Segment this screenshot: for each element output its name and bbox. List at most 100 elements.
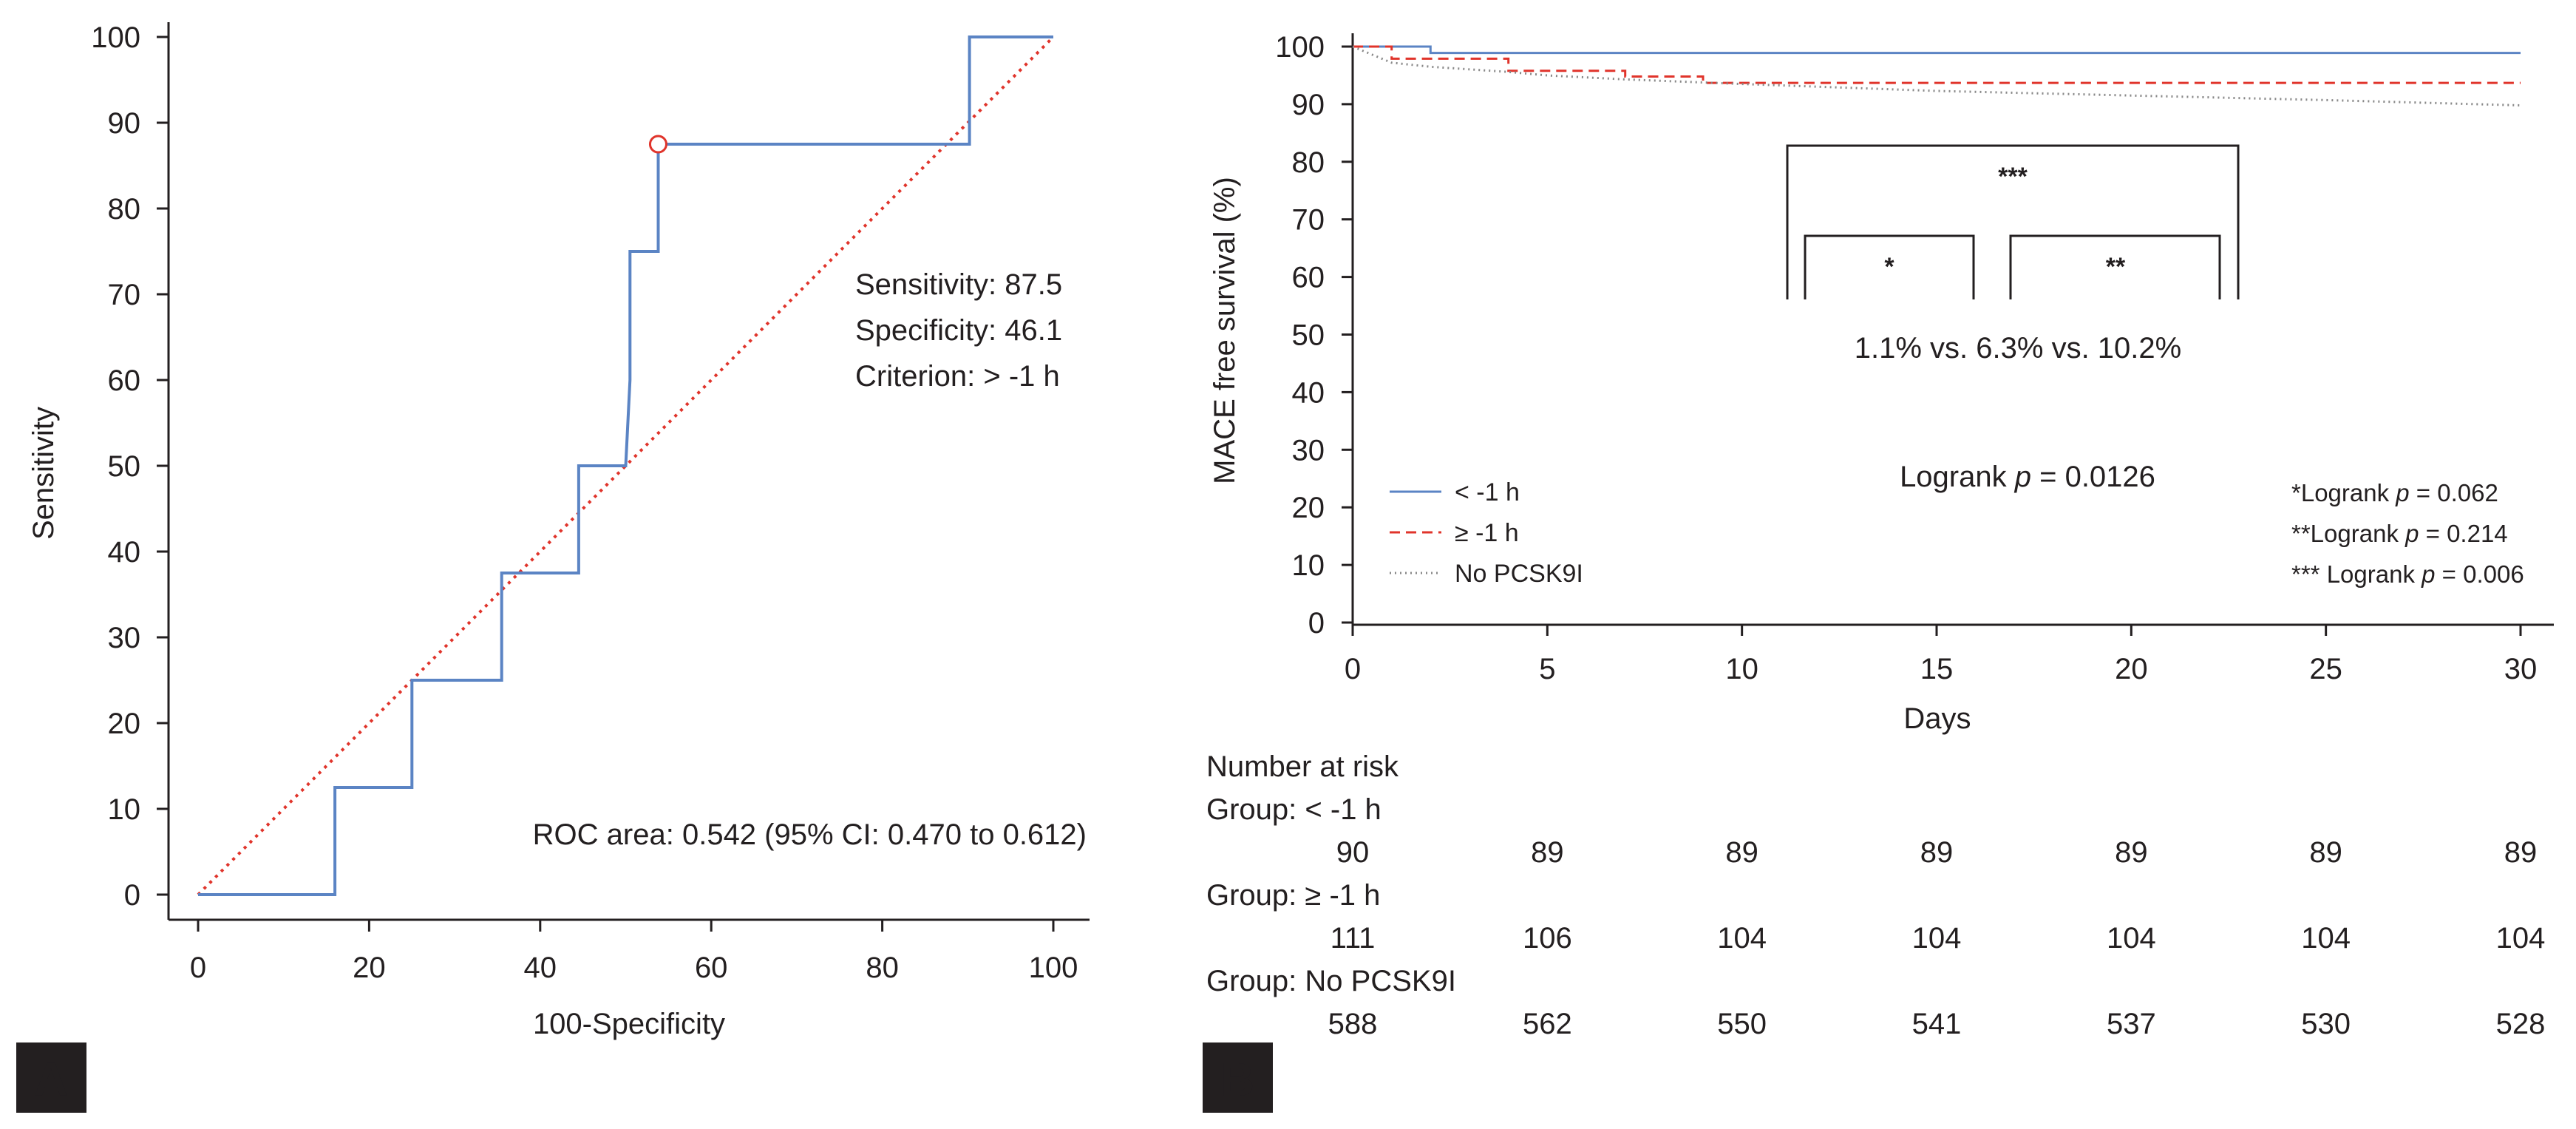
roc-y-tick-label: 40	[108, 536, 141, 569]
risk-table-cell: 89	[2115, 836, 2148, 869]
km-y-tick-label: 50	[1292, 319, 1325, 352]
panel-label-a: A	[16, 1042, 86, 1113]
risk-table-cell: 530	[2301, 1008, 2351, 1040]
risk-table-cell: 89	[1920, 836, 1954, 869]
roc-specificity-annotation: Specificity: 46.1	[855, 314, 1062, 347]
km-y-axis-label: MACE free survival (%)	[1209, 177, 1241, 484]
roc-y-tick-label: 20	[108, 708, 141, 740]
risk-table-cell: 89	[2309, 836, 2342, 869]
bracket-right	[2009, 234, 2221, 299]
roc-y-tick-label: 0	[124, 879, 140, 912]
roc-reference-line	[197, 35, 1055, 896]
risk-table-cell: 537	[2107, 1008, 2156, 1040]
risk-table-cell: 106	[1523, 922, 1572, 955]
risk-table-cell: 104	[2496, 922, 2546, 955]
legend-label-no-pcsk9i: No PCSK9I	[1455, 560, 1583, 588]
km-y-tick-label: 0	[1308, 607, 1325, 640]
logrank-overall: Logrank p = 0.0126	[1900, 461, 2155, 493]
risk-table-cell: 550	[1717, 1008, 1767, 1040]
km-curve-lt	[1353, 45, 2521, 55]
roc-x-tick-label: 100	[1029, 952, 1078, 984]
risk-table-cell: 104	[1912, 922, 1962, 955]
roc-x-tick-label: 0	[190, 952, 206, 984]
risk-table-cell: 104	[2301, 922, 2351, 955]
roc-y-tick-label: 10	[108, 793, 141, 826]
risk-table-cell: 541	[1912, 1008, 1962, 1040]
risk-table-cell: 528	[2496, 1008, 2546, 1040]
km-x-tick-label: 25	[2309, 653, 2342, 685]
km-x-tick-label: 10	[1725, 653, 1758, 685]
event-rates-text: 1.1% vs. 6.3% vs. 10.2%	[1855, 332, 2181, 365]
risk-table-title: Number at risk	[1206, 750, 1399, 783]
km-legend: < -1 h ≥ -1 h No PCSK9I	[1390, 478, 1583, 588]
bracket-left	[1804, 234, 1975, 299]
roc-y-tick-label: 30	[108, 622, 141, 654]
km-curve-ge	[1353, 45, 2521, 84]
risk-table-cell: 588	[1328, 1008, 1378, 1040]
risk-table-cell: 89	[2504, 836, 2538, 869]
roc-area-annotation: ROC area: 0.542 (95% CI: 0.470 to 0.612)	[533, 818, 1087, 851]
risk-table-cell: 562	[1523, 1008, 1572, 1040]
panel-label-b: B	[1203, 1042, 1273, 1113]
panel-label-a-text: A	[34, 1053, 68, 1106]
risk-table-cell: 89	[1725, 836, 1758, 869]
km-y-tick-label: 70	[1292, 204, 1325, 237]
roc-y-axis-label: Sensitivity	[27, 407, 60, 540]
km-x-tick-label: 20	[2115, 653, 2148, 685]
bracket-right-label: **	[2106, 253, 2126, 281]
km-y-tick-label: 30	[1292, 434, 1325, 467]
risk-group-label-ge: Group: ≥ -1 h	[1206, 879, 1380, 912]
roc-chart: 0 10 20 30 40 50 60 70 80 90 100 0 20 40 60 80 100 Sens…	[27, 21, 1090, 1040]
km-y-tick-label: 100	[1275, 31, 1325, 64]
panel-label-a-box	[16, 1042, 86, 1113]
km-y-tick-label: 10	[1292, 549, 1325, 582]
roc-x-tick-label: 80	[866, 952, 899, 984]
roc-optimal-point	[648, 135, 667, 154]
km-y-tick-label: 80	[1292, 146, 1325, 179]
km-x-tick-label: 0	[1345, 653, 1361, 685]
km-curve-no-pcsk9i	[1352, 45, 2521, 106]
risk-table-cell: 111	[1331, 922, 1376, 955]
roc-y-tick-label: 80	[108, 193, 141, 226]
roc-y-tick-label: 100	[91, 21, 140, 54]
km-y-tick-label: 40	[1292, 376, 1325, 409]
roc-sensitivity-annotation: Sensitivity: 87.5	[855, 268, 1062, 301]
km-x-axis-label: Days	[1903, 702, 1971, 735]
logrank-pairwise-3: *** Logrank p = 0.006	[2291, 560, 2524, 588]
km-x-tick-label: 30	[2504, 653, 2538, 685]
logrank-pairwise-1: *Logrank p = 0.062	[2291, 479, 2498, 506]
roc-x-axis-label: 100-Specificity	[533, 1008, 725, 1040]
significance-brackets	[1786, 144, 2240, 299]
risk-table-cell: 90	[1336, 836, 1370, 869]
panel-label-b-box	[1203, 1042, 1273, 1113]
roc-y-tick-label: 50	[108, 450, 141, 483]
bracket-outer	[1786, 144, 2240, 299]
roc-x-tick-label: 60	[695, 952, 728, 984]
logrank-pairwise-2: **Logrank p = 0.214	[2291, 520, 2508, 547]
km-y-tick-label: 20	[1292, 492, 1325, 524]
risk-table-cell: 104	[1717, 922, 1767, 955]
roc-y-tick-label: 60	[108, 365, 141, 397]
km-chart: 0 10 20 30 40 50 60 70 80 90 100 0 5 10 15 20 25 30 *** …	[1206, 31, 2554, 1040]
risk-table-cell: 89	[1531, 836, 1564, 869]
bracket-left-label: *	[1884, 253, 1894, 281]
roc-y-tick-label: 90	[108, 107, 141, 140]
legend-label-ge: ≥ -1 h	[1455, 519, 1519, 547]
bracket-outer-label: ***	[1998, 163, 2028, 191]
roc-x-tick-label: 40	[524, 952, 557, 984]
roc-y-tick-label: 70	[108, 279, 141, 311]
risk-group-label-no-pcsk9i: Group: No PCSK9I	[1206, 965, 1456, 997]
risk-table-cell: 104	[2107, 922, 2156, 955]
km-y-tick-label: 60	[1292, 262, 1325, 294]
roc-x-tick-label: 20	[353, 952, 386, 984]
legend-label-lt: < -1 h	[1455, 478, 1520, 506]
roc-curve	[198, 35, 1053, 896]
km-y-tick-label: 90	[1292, 89, 1325, 121]
km-x-tick-label: 15	[1920, 653, 1954, 685]
km-x-tick-label: 5	[1539, 653, 1555, 685]
roc-criterion-annotation: Criterion: > -1 h	[855, 360, 1060, 393]
risk-group-label-lt: Group: < -1 h	[1206, 793, 1382, 826]
panel-label-b-text: B	[1220, 1053, 1254, 1106]
number-at-risk-table: Number at risk Group: < -1 h Group: ≥ -1…	[1206, 750, 2545, 1040]
